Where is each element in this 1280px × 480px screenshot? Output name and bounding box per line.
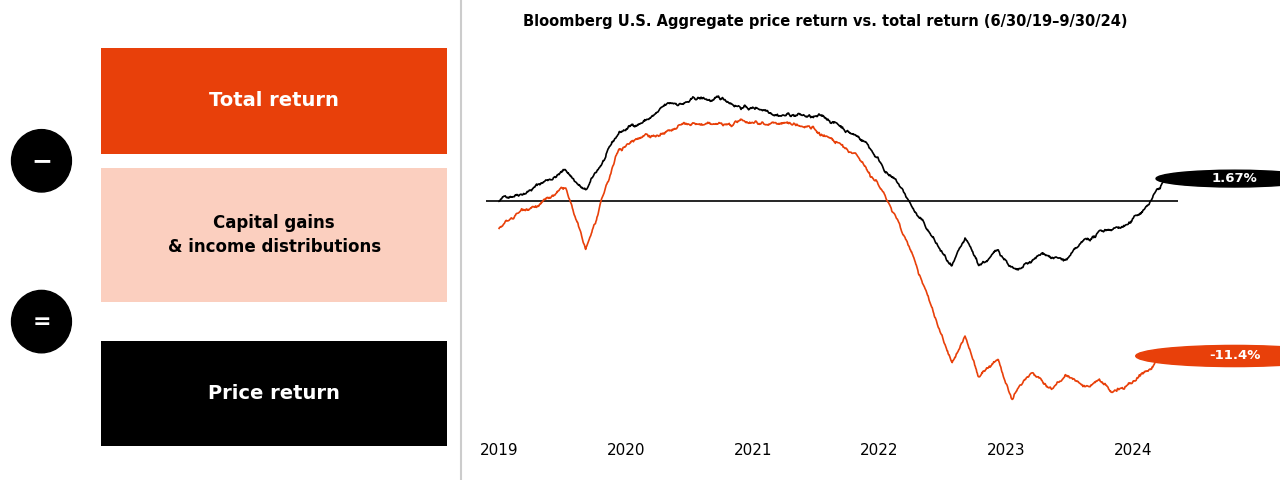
Circle shape xyxy=(1156,170,1280,187)
FancyBboxPatch shape xyxy=(101,48,447,154)
Circle shape xyxy=(1135,346,1280,367)
Text: Capital gains
& income distributions: Capital gains & income distributions xyxy=(168,215,380,256)
Circle shape xyxy=(12,130,72,192)
Circle shape xyxy=(12,290,72,353)
FancyBboxPatch shape xyxy=(101,341,447,446)
Text: Price return: Price return xyxy=(209,384,340,403)
Text: −: − xyxy=(31,149,52,173)
Text: -11.4%: -11.4% xyxy=(1210,349,1261,362)
Text: =: = xyxy=(32,312,51,332)
Text: Total return: Total return xyxy=(209,91,339,110)
Text: Bloomberg U.S. Aggregate price return vs. total return (6/30/19–9/30/24): Bloomberg U.S. Aggregate price return vs… xyxy=(524,14,1128,29)
FancyBboxPatch shape xyxy=(101,168,447,302)
Text: 1.67%: 1.67% xyxy=(1212,172,1257,185)
